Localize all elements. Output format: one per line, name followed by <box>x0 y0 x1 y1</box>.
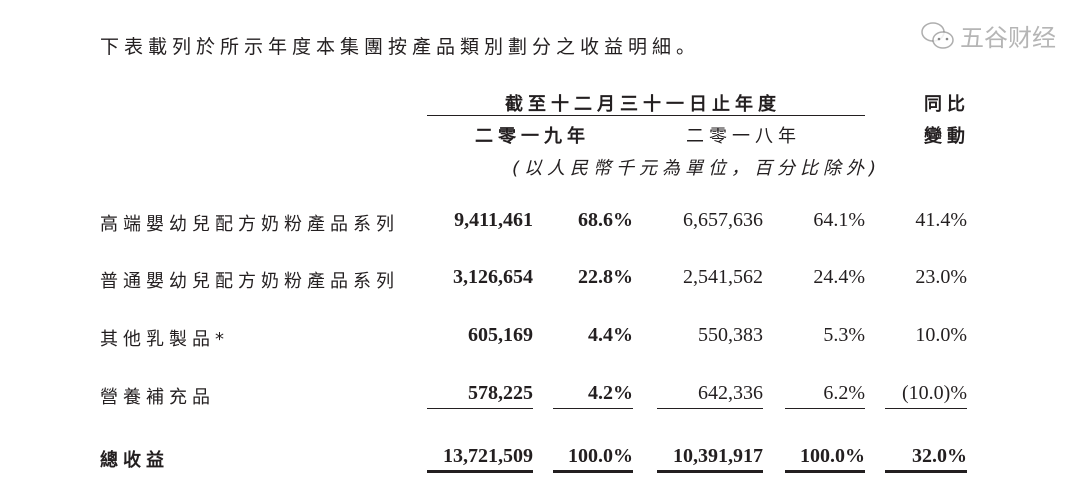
table-row-p2019: 4.2% <box>588 382 633 404</box>
period-header: 截至十二月三十一日止年度 <box>505 94 781 115</box>
total-line <box>885 470 967 473</box>
table-row-change: 41.4% <box>915 209 967 231</box>
table-row-p2018: 5.3% <box>823 324 865 346</box>
year-2019-header: 二零一九年 <box>475 126 590 147</box>
watermark: 五谷财经 <box>920 18 1056 53</box>
total-row-label: 總收益 <box>100 450 169 471</box>
table-row-label: 其他乳製品* <box>100 329 229 350</box>
subtotal-line <box>657 408 763 409</box>
table-row-label: 高端嬰幼兒配方奶粉產品系列 <box>100 214 399 235</box>
change-header-1: 同比 <box>924 94 970 115</box>
header-divider <box>427 115 865 116</box>
intro-text: 下表載列於所示年度本集團按產品類別劃分之收益明細。 <box>100 36 701 58</box>
total-line <box>785 470 865 473</box>
total-line <box>553 470 633 473</box>
total-line <box>427 470 533 473</box>
unit-note: (以人民幣千元為單位，百分比除外) <box>512 158 882 179</box>
total-row-p2019: 100.0% <box>568 445 633 467</box>
table-row-p2019: 68.6% <box>578 209 633 231</box>
subtotal-line <box>427 408 533 409</box>
total-row-v2018: 10,391,917 <box>673 445 763 467</box>
table-row-v2018: 642,336 <box>698 382 763 404</box>
table-row-p2019: 22.8% <box>578 266 633 288</box>
total-row-p2018: 100.0% <box>800 445 865 467</box>
table-row-v2019: 605,169 <box>468 324 533 346</box>
table-row-p2018: 24.4% <box>813 266 865 288</box>
total-row-change: 32.0% <box>912 445 967 467</box>
table-row-v2019: 578,225 <box>468 382 533 404</box>
subtotal-line <box>785 408 865 409</box>
table-row-v2019: 3,126,654 <box>453 266 533 288</box>
watermark-text: 五谷财经 <box>960 24 1056 52</box>
table-row-p2018: 6.2% <box>823 382 865 404</box>
subtotal-line <box>885 408 967 409</box>
table-row-v2019: 9,411,461 <box>454 209 533 231</box>
year-2018-header: 二零一八年 <box>686 126 801 147</box>
table-row-change: 23.0% <box>915 266 967 288</box>
subtotal-line <box>553 408 633 409</box>
table-row-change: (10.0)% <box>902 382 967 404</box>
total-row-v2019: 13,721,509 <box>443 445 533 467</box>
table-row-v2018: 6,657,636 <box>683 209 763 231</box>
table-row-change: 10.0% <box>915 324 967 346</box>
total-line <box>657 470 763 473</box>
table-row-v2018: 550,383 <box>698 324 763 346</box>
table-row-v2018: 2,541,562 <box>683 266 763 288</box>
change-header-2: 變動 <box>924 126 970 147</box>
table-row-p2018: 64.1% <box>813 209 865 231</box>
table-row-p2019: 4.4% <box>588 324 633 346</box>
table-row-label: 營養補充品 <box>100 387 215 408</box>
table-row-label: 普通嬰幼兒配方奶粉產品系列 <box>100 271 399 292</box>
wechat-icon <box>921 21 954 49</box>
